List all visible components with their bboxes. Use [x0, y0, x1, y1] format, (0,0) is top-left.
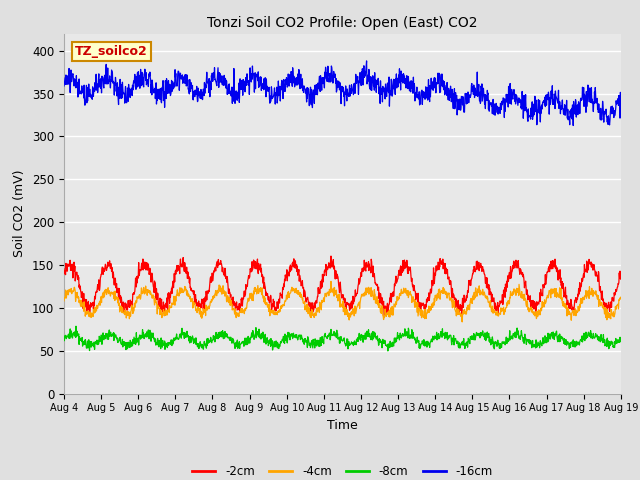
X-axis label: Time: Time: [327, 419, 358, 432]
Y-axis label: Soil CO2 (mV): Soil CO2 (mV): [13, 170, 26, 257]
Title: Tonzi Soil CO2 Profile: Open (East) CO2: Tonzi Soil CO2 Profile: Open (East) CO2: [207, 16, 477, 30]
Text: TZ_soilco2: TZ_soilco2: [75, 45, 148, 58]
Legend: -2cm, -4cm, -8cm, -16cm: -2cm, -4cm, -8cm, -16cm: [187, 461, 498, 480]
